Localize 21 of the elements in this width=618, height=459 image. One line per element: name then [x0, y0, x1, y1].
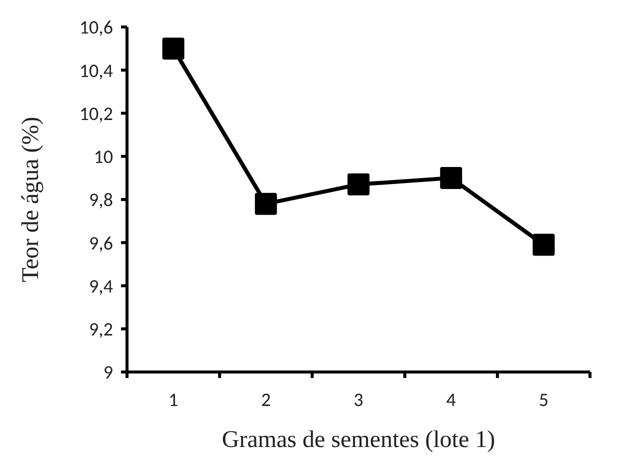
y-tick-label: 10: [94, 146, 114, 170]
x-tick-label: 3: [354, 389, 364, 412]
x-axis-title: Gramas de sementes (lote 1): [222, 427, 496, 453]
x-tick-label: 2: [261, 389, 271, 412]
y-tick-label: 9,2: [88, 318, 113, 342]
point: [348, 173, 370, 196]
point: [162, 38, 184, 60]
y-tick-label: 9,6: [88, 232, 113, 256]
point: [440, 166, 462, 189]
y-tick-label: 10,4: [79, 60, 114, 83]
x-tick-label: 5: [538, 389, 549, 412]
point: [532, 234, 555, 256]
x-tick-label: 1: [168, 389, 178, 412]
x-tick-label: 4: [446, 389, 456, 412]
y-axis-title: Teor de água (%): [18, 116, 44, 282]
y-tick-label: 9,4: [88, 275, 114, 298]
point: [254, 192, 277, 215]
y-tick-label: 9,8: [88, 189, 113, 212]
y-tick-label: 10,2: [79, 102, 113, 126]
y-tick-label: 9: [103, 362, 113, 385]
y-tick-label: 10,6: [79, 16, 113, 40]
